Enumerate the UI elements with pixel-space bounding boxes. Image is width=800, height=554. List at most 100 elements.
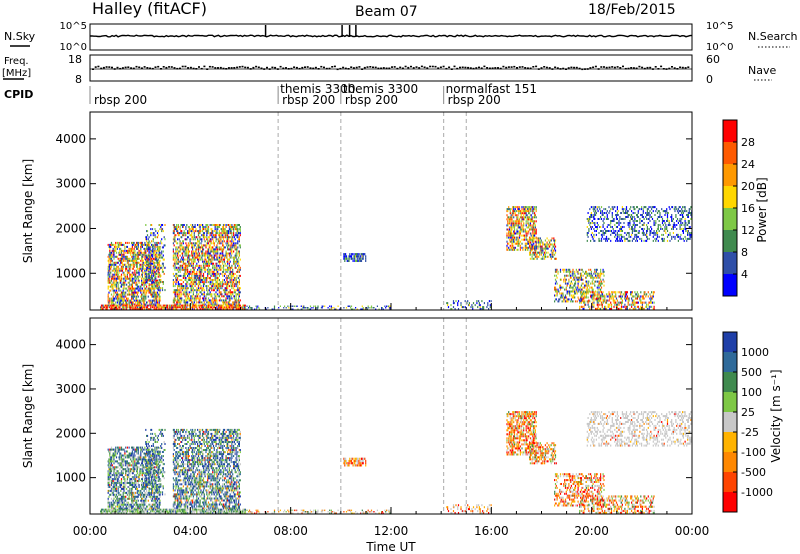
power-cell bbox=[120, 295, 123, 298]
power-cell bbox=[554, 268, 557, 271]
power-cell bbox=[149, 265, 151, 268]
power-cell bbox=[163, 306, 165, 309]
power-cell bbox=[131, 257, 133, 260]
power-cell bbox=[194, 244, 196, 247]
power-cell bbox=[144, 241, 146, 244]
power-cell bbox=[224, 234, 226, 237]
power-cell bbox=[516, 242, 518, 245]
power-cell bbox=[192, 279, 194, 281]
power-cell bbox=[586, 272, 588, 275]
power-cell bbox=[186, 248, 188, 251]
power-cell bbox=[157, 247, 159, 250]
freq-point bbox=[149, 67, 152, 70]
power-cell bbox=[155, 256, 157, 259]
freq-point bbox=[673, 67, 676, 69]
power-echo-region bbox=[343, 253, 367, 262]
power-cell bbox=[153, 268, 155, 271]
power-cell bbox=[193, 236, 195, 239]
power-cell bbox=[216, 232, 218, 235]
power-cell bbox=[110, 263, 112, 266]
power-cell bbox=[569, 286, 571, 289]
noise-left-tick-top: 10^5 bbox=[60, 21, 87, 32]
power-cell bbox=[195, 306, 197, 309]
power-cell bbox=[147, 264, 149, 267]
power-cell bbox=[531, 232, 533, 235]
power-cell bbox=[144, 261, 146, 264]
power-cell bbox=[205, 277, 207, 279]
power-cell bbox=[385, 307, 387, 309]
power-cell bbox=[506, 240, 508, 243]
freq-point bbox=[622, 65, 624, 68]
power-cell bbox=[172, 299, 174, 302]
power-cell bbox=[205, 228, 207, 231]
power-cell bbox=[580, 291, 582, 294]
power-cell bbox=[183, 230, 185, 233]
power-cell bbox=[175, 306, 177, 309]
power-cell bbox=[511, 220, 513, 223]
power-cell bbox=[242, 306, 244, 309]
power-cell bbox=[518, 242, 521, 245]
power-cell bbox=[160, 304, 162, 307]
power-cell bbox=[210, 272, 212, 275]
power-cell bbox=[202, 260, 205, 263]
power-cell bbox=[526, 216, 528, 219]
power-cell bbox=[529, 257, 531, 260]
power-cell bbox=[221, 304, 223, 307]
power-cell bbox=[126, 301, 128, 304]
power-cell bbox=[518, 242, 520, 245]
freq-point bbox=[227, 67, 230, 69]
power-cell bbox=[574, 282, 577, 285]
power-cell bbox=[558, 300, 560, 303]
power-cell bbox=[125, 287, 127, 290]
power-cell bbox=[199, 274, 201, 277]
power-cell bbox=[147, 261, 149, 264]
power-cell bbox=[574, 272, 576, 275]
power-cell bbox=[113, 247, 115, 250]
power-cell bbox=[199, 228, 201, 231]
power-cell bbox=[455, 300, 457, 303]
power-cell bbox=[237, 240, 239, 243]
power-cell bbox=[215, 250, 217, 253]
power-cell bbox=[123, 259, 125, 262]
power-cell bbox=[134, 255, 136, 258]
power-cell bbox=[179, 264, 181, 267]
power-cell bbox=[516, 216, 518, 219]
power-cell bbox=[159, 259, 161, 262]
power-cell bbox=[143, 283, 145, 286]
power-cell bbox=[343, 307, 345, 309]
power-cell bbox=[573, 276, 575, 279]
power-cell bbox=[585, 291, 587, 294]
power-cell bbox=[565, 288, 567, 291]
power-cell bbox=[535, 241, 537, 244]
power-cell bbox=[141, 257, 143, 260]
power-cell bbox=[185, 283, 187, 286]
power-cell bbox=[146, 244, 149, 247]
power-cell bbox=[110, 285, 113, 288]
power-cell bbox=[511, 244, 513, 247]
power-cell bbox=[236, 308, 238, 310]
power-cell bbox=[122, 291, 124, 294]
power-cell bbox=[557, 270, 559, 273]
power-cell bbox=[553, 239, 555, 242]
power-cell bbox=[586, 291, 588, 294]
power-cell bbox=[226, 306, 228, 309]
power-cell bbox=[112, 243, 114, 246]
power-cell bbox=[236, 303, 238, 306]
power-cell bbox=[197, 264, 199, 267]
power-cell bbox=[130, 279, 132, 282]
power-cell bbox=[518, 238, 520, 241]
power-cell bbox=[197, 246, 200, 249]
power-cell bbox=[156, 304, 159, 307]
power-cell bbox=[218, 285, 220, 288]
power-cell bbox=[553, 243, 555, 246]
power-cell bbox=[216, 285, 218, 288]
power-cell bbox=[123, 271, 125, 274]
freq-point bbox=[592, 66, 595, 69]
power-cell bbox=[230, 270, 232, 273]
power-cell bbox=[125, 265, 127, 268]
power-cell bbox=[226, 301, 228, 304]
power-cell bbox=[207, 248, 210, 251]
power-cell bbox=[237, 289, 239, 292]
freq-label: Freq. bbox=[4, 56, 29, 67]
power-cell bbox=[574, 278, 576, 281]
